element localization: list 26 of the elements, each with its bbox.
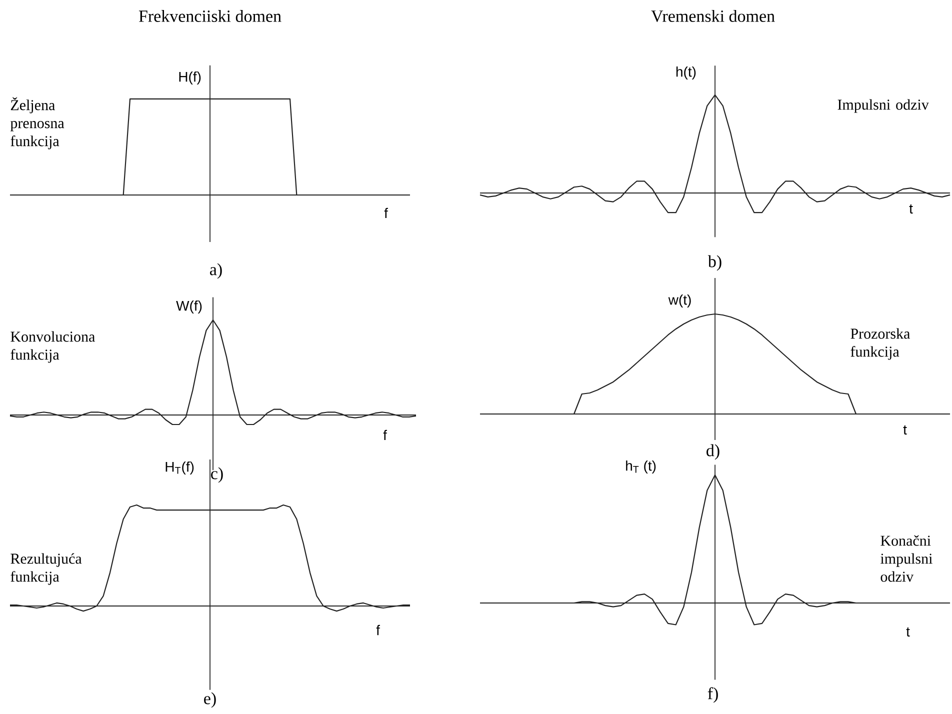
x-axis-title: f (384, 208, 388, 218)
annotation: Prozorska funkcija (850, 328, 910, 360)
annotation: Konvoluciona funkcija (10, 331, 95, 363)
text: b) (708, 255, 722, 271)
y-axis-title: h(t) (676, 66, 696, 80)
x-axis-title: f (383, 430, 387, 440)
annotation: Konačni impulsni odziv (880, 535, 932, 582)
annotation: Rezultujuća funkcija (10, 553, 82, 585)
text: e) (204, 692, 216, 708)
text: f) (708, 687, 718, 703)
text: d) (706, 444, 720, 460)
x-axis-title: f (376, 624, 380, 636)
y-axis-title: H$_{T}$(f) (166, 461, 194, 475)
text: a) (210, 263, 222, 279)
text: c) (211, 467, 223, 483)
x-axis-title: t (903, 425, 907, 435)
y-axis-title: w(t) (668, 294, 691, 308)
y-axis-title: H(f) (179, 71, 201, 85)
chart-title: Vremenski domen (651, 10, 775, 22)
y-axis-title: h$_{T}$ (t) (626, 460, 656, 474)
chart-title: Frekvenciiski domen (138, 10, 282, 22)
x-axis-title: t (909, 204, 913, 214)
annotation: Željena prenosna funkcija (10, 97, 64, 150)
annotation: Impulsni odziv (838, 99, 929, 113)
y-axis-title: W(f) (176, 300, 202, 314)
x-axis-title: t (906, 627, 910, 637)
